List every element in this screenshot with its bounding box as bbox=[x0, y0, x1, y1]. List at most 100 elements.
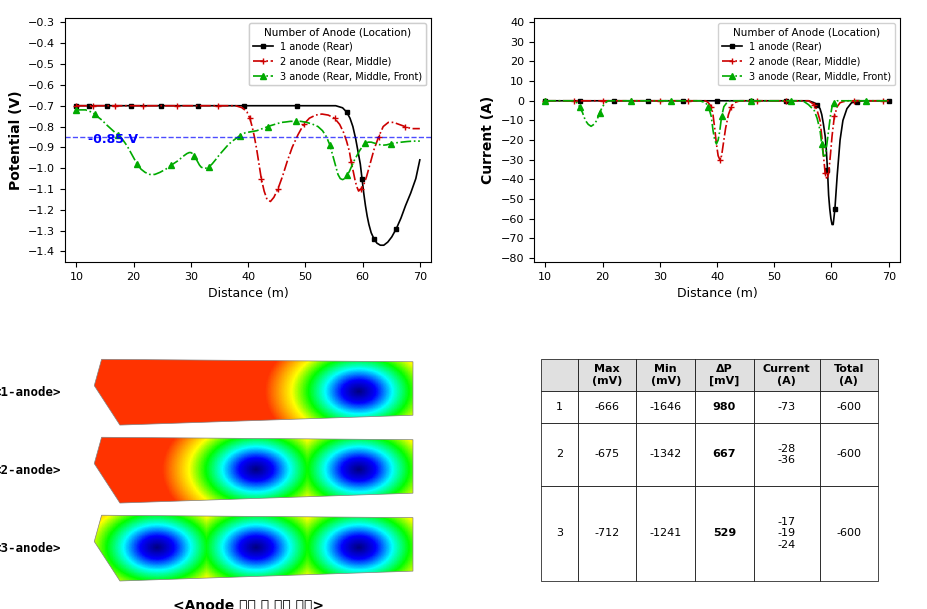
FancyBboxPatch shape bbox=[819, 359, 877, 391]
FancyBboxPatch shape bbox=[578, 359, 636, 391]
2 anode (Rear, Middle) bbox=[70, 102, 82, 110]
2 anode (Rear, Middle) bbox=[264, 198, 275, 205]
3 anode (Rear, Middle, Front) bbox=[614, 97, 625, 104]
FancyBboxPatch shape bbox=[753, 391, 819, 423]
1 anode (Rear) bbox=[630, 97, 641, 104]
Line: 1 anode (Rear): 1 anode (Rear) bbox=[542, 99, 890, 227]
1 anode (Rear) bbox=[745, 97, 756, 104]
Text: Min
(mV): Min (mV) bbox=[650, 364, 680, 386]
Text: 980: 980 bbox=[712, 402, 735, 412]
2 anode (Rear, Middle) bbox=[276, 173, 287, 180]
Text: -0.85 V: -0.85 V bbox=[88, 133, 138, 146]
Text: -600: -600 bbox=[835, 402, 860, 412]
2 anode (Rear, Middle) bbox=[382, 119, 393, 126]
Text: ΔP
[mV]: ΔP [mV] bbox=[708, 364, 739, 386]
1 anode (Rear) bbox=[320, 102, 331, 110]
Text: -73: -73 bbox=[777, 402, 794, 412]
Text: -28
-36: -28 -36 bbox=[777, 443, 794, 465]
FancyBboxPatch shape bbox=[694, 359, 753, 391]
Text: <3-anode>: <3-anode> bbox=[0, 541, 61, 555]
FancyBboxPatch shape bbox=[753, 486, 819, 581]
3 anode (Rear, Middle, Front) bbox=[85, 108, 96, 116]
FancyBboxPatch shape bbox=[819, 486, 877, 581]
1 anode (Rear) bbox=[677, 97, 688, 104]
Text: -1342: -1342 bbox=[649, 449, 681, 459]
2 anode (Rear, Middle) bbox=[820, 176, 832, 183]
Text: 667: 667 bbox=[712, 449, 735, 459]
3 anode (Rear, Middle, Front) bbox=[335, 175, 346, 182]
1 anode (Rear) bbox=[70, 102, 82, 110]
Legend: 1 anode (Rear), 2 anode (Rear, Middle), 3 anode (Rear, Middle, Front): 1 anode (Rear), 2 anode (Rear, Middle), … bbox=[717, 23, 895, 85]
Line: 2 anode (Rear, Middle): 2 anode (Rear, Middle) bbox=[73, 102, 423, 205]
3 anode (Rear, Middle, Front) bbox=[816, 140, 827, 147]
2 anode (Rear, Middle) bbox=[540, 97, 551, 104]
2 anode (Rear, Middle) bbox=[883, 97, 894, 104]
Text: -1241: -1241 bbox=[649, 529, 681, 538]
2 anode (Rear, Middle) bbox=[625, 97, 636, 104]
3 anode (Rear, Middle, Front) bbox=[630, 97, 641, 104]
3 anode (Rear, Middle, Front) bbox=[413, 138, 425, 145]
3 anode (Rear, Middle, Front) bbox=[883, 97, 894, 104]
1 anode (Rear) bbox=[413, 156, 425, 163]
Line: 2 anode (Rear, Middle): 2 anode (Rear, Middle) bbox=[541, 97, 891, 183]
3 anode (Rear, Middle, Front) bbox=[337, 176, 348, 183]
3 anode (Rear, Middle, Front) bbox=[280, 118, 291, 125]
FancyBboxPatch shape bbox=[636, 423, 694, 486]
Text: Total
(A): Total (A) bbox=[832, 364, 863, 386]
3 anode (Rear, Middle, Front) bbox=[708, 136, 719, 144]
2 anode (Rear, Middle) bbox=[144, 102, 155, 110]
Y-axis label: Current (A): Current (A) bbox=[480, 96, 494, 184]
FancyBboxPatch shape bbox=[753, 359, 819, 391]
Y-axis label: Potential (V): Potential (V) bbox=[8, 90, 22, 190]
2 anode (Rear, Middle) bbox=[137, 102, 148, 110]
Text: -600: -600 bbox=[835, 449, 860, 459]
FancyBboxPatch shape bbox=[636, 359, 694, 391]
2 anode (Rear, Middle) bbox=[733, 97, 744, 104]
Text: 529: 529 bbox=[712, 529, 735, 538]
3 anode (Rear, Middle, Front) bbox=[820, 140, 832, 147]
FancyBboxPatch shape bbox=[694, 486, 753, 581]
FancyBboxPatch shape bbox=[636, 486, 694, 581]
Text: -666: -666 bbox=[594, 402, 619, 412]
Text: -712: -712 bbox=[594, 529, 619, 538]
Text: 2: 2 bbox=[555, 449, 563, 459]
FancyBboxPatch shape bbox=[540, 423, 578, 486]
Text: -675: -675 bbox=[594, 449, 619, 459]
Line: 1 anode (Rear): 1 anode (Rear) bbox=[74, 104, 422, 247]
FancyBboxPatch shape bbox=[819, 391, 877, 423]
1 anode (Rear) bbox=[836, 117, 847, 124]
Text: <2-anode>: <2-anode> bbox=[0, 463, 61, 477]
2 anode (Rear, Middle) bbox=[281, 158, 292, 166]
3 anode (Rear, Middle, Front) bbox=[636, 97, 647, 104]
2 anode (Rear, Middle) bbox=[688, 97, 699, 104]
1 anode (Rear) bbox=[831, 172, 842, 179]
FancyBboxPatch shape bbox=[540, 359, 578, 391]
3 anode (Rear, Middle, Front) bbox=[218, 146, 229, 153]
1 anode (Rear) bbox=[826, 221, 837, 228]
2 anode (Rear, Middle) bbox=[682, 97, 693, 104]
FancyBboxPatch shape bbox=[540, 391, 578, 423]
3 anode (Rear, Middle, Front) bbox=[70, 106, 82, 113]
FancyBboxPatch shape bbox=[636, 391, 694, 423]
FancyBboxPatch shape bbox=[578, 423, 636, 486]
1 anode (Rear) bbox=[121, 102, 132, 110]
Text: -600: -600 bbox=[835, 529, 860, 538]
1 anode (Rear) bbox=[540, 97, 551, 104]
3 anode (Rear, Middle, Front) bbox=[93, 113, 104, 121]
Text: -17
-19
-24: -17 -19 -24 bbox=[777, 517, 794, 550]
1 anode (Rear) bbox=[883, 97, 894, 104]
Line: 3 anode (Rear, Middle, Front): 3 anode (Rear, Middle, Front) bbox=[542, 98, 891, 158]
Line: 3 anode (Rear, Middle, Front): 3 anode (Rear, Middle, Front) bbox=[73, 107, 422, 183]
Text: -1646: -1646 bbox=[649, 402, 681, 412]
Text: 1: 1 bbox=[555, 402, 563, 412]
1 anode (Rear) bbox=[156, 102, 167, 110]
Text: Current
(A): Current (A) bbox=[762, 364, 809, 386]
X-axis label: Distance (m): Distance (m) bbox=[208, 287, 288, 300]
FancyBboxPatch shape bbox=[578, 391, 636, 423]
3 anode (Rear, Middle, Front) bbox=[540, 97, 551, 104]
2 anode (Rear, Middle) bbox=[710, 140, 721, 147]
1 anode (Rear) bbox=[851, 98, 862, 105]
Text: 3: 3 bbox=[555, 529, 563, 538]
FancyBboxPatch shape bbox=[753, 423, 819, 486]
2 anode (Rear, Middle) bbox=[413, 125, 425, 132]
